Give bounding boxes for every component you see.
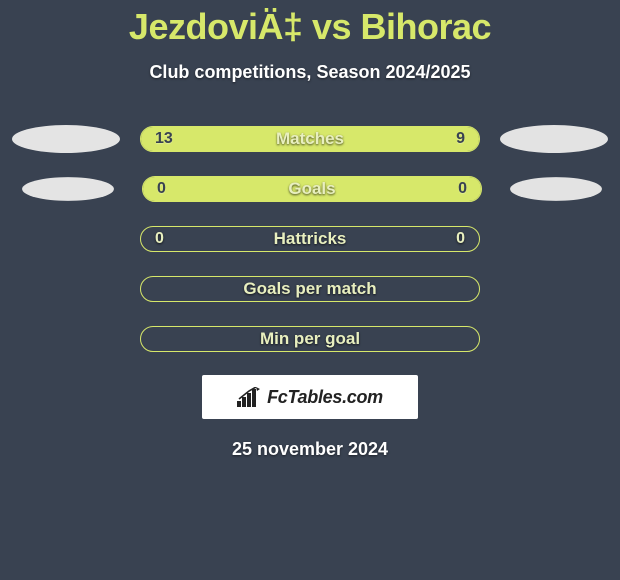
stat-bar: 0 Hattricks 0 [140,226,480,252]
stat-value-right: 0 [458,180,467,198]
source-logo[interactable]: FcTables.com [202,375,418,419]
stat-value-left: 13 [155,130,173,148]
subtitle: Club competitions, Season 2024/2025 [0,62,620,83]
team-right-badge [510,177,602,201]
stat-value-left: 0 [157,180,166,198]
stat-row: Min per goal [0,325,620,353]
logo-text: FcTables.com [267,387,383,408]
stat-bar: 0 Goals 0 [142,176,482,202]
team-left-badge [12,125,120,153]
stat-value-right: 0 [456,230,465,248]
snapshot-date: 25 november 2024 [0,439,620,460]
team-left-badge [22,177,114,201]
stat-bar: Goals per match [140,276,480,302]
chart-icon [237,387,261,407]
stat-row: 13 Matches 9 [0,125,620,153]
page-title: JezdoviÄ‡ vs Bihorac [0,6,620,48]
stat-row: 0 Hattricks 0 [0,225,620,253]
stat-label: Hattricks [274,229,347,249]
stat-label: Goals [288,179,335,199]
stat-label: Min per goal [260,329,360,349]
stat-label: Goals per match [243,279,376,299]
stat-bar: 13 Matches 9 [140,126,480,152]
comparison-card: JezdoviÄ‡ vs Bihorac Club competitions, … [0,0,620,580]
stat-value-right: 9 [456,130,465,148]
stat-label: Matches [276,129,344,149]
stat-bar: Min per goal [140,326,480,352]
stat-row: 0 Goals 0 [0,175,620,203]
stat-value-left: 0 [155,230,164,248]
team-right-badge [500,125,608,153]
stat-bar-fill-right [312,177,481,201]
stats-list: 13 Matches 9 0 Goals 0 0 Hattricks 0 Goals per ma… [0,125,620,353]
stat-bar-fill-left [143,177,312,201]
stat-row: Goals per match [0,275,620,303]
